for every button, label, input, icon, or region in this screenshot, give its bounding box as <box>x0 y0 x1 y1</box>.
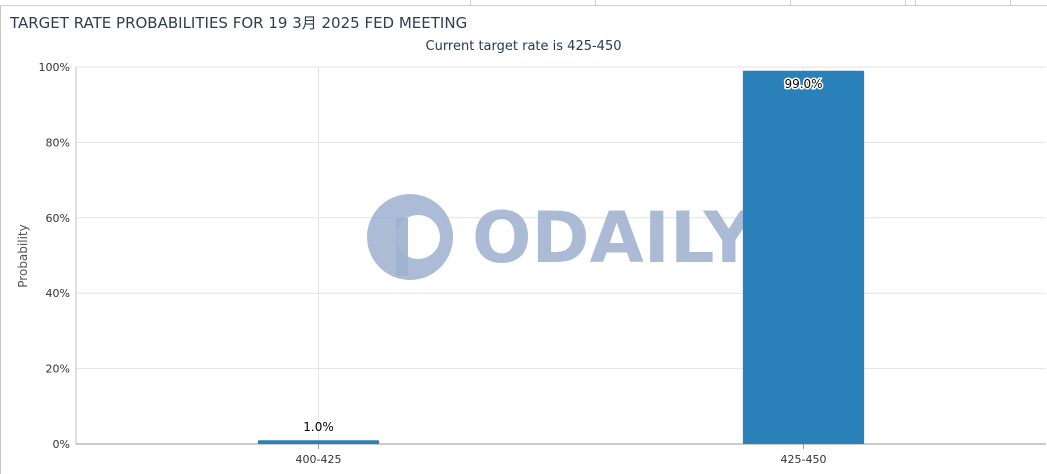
y-tick-label: 100% <box>39 61 70 74</box>
chart-frame <box>0 6 1047 474</box>
top-tab-strip <box>0 0 1047 6</box>
chart-title: TARGET RATE PROBABILITIES FOR 19 3月 2025… <box>10 14 468 32</box>
data-labels: 1.0% 99.0% <box>303 75 824 434</box>
tab-divider <box>470 0 471 5</box>
tab-divider <box>915 0 916 5</box>
odaily-watermark: ODAILY <box>367 194 756 280</box>
tab-divider <box>905 0 906 5</box>
y-tick-label: 60% <box>46 212 70 225</box>
y-tick-label: 0% <box>53 438 70 451</box>
odaily-logo-icon <box>367 194 453 280</box>
tab-divider <box>790 0 791 5</box>
y-tick-label: 20% <box>46 363 70 376</box>
y-axis-title: Probability <box>16 224 30 287</box>
chart-subtitle: Current target rate is 425-450 <box>425 39 622 54</box>
bars <box>257 70 865 445</box>
axes: 0% 20% 40% 60% 80% 100% 400-425 425-450 <box>39 61 1046 466</box>
bar <box>257 440 380 444</box>
watermark-text: ODAILY <box>472 197 756 279</box>
y-tick-label: 40% <box>46 287 70 300</box>
tab-divider <box>1010 0 1011 5</box>
bar <box>742 70 865 445</box>
tab-divider <box>595 0 596 5</box>
x-tick-label: 425-450 <box>781 453 827 466</box>
data-label: 99.0% <box>784 77 822 91</box>
data-label: 1.0% <box>303 420 334 434</box>
x-tick-label: 400-425 <box>296 453 342 466</box>
y-tick-label: 80% <box>46 136 70 149</box>
